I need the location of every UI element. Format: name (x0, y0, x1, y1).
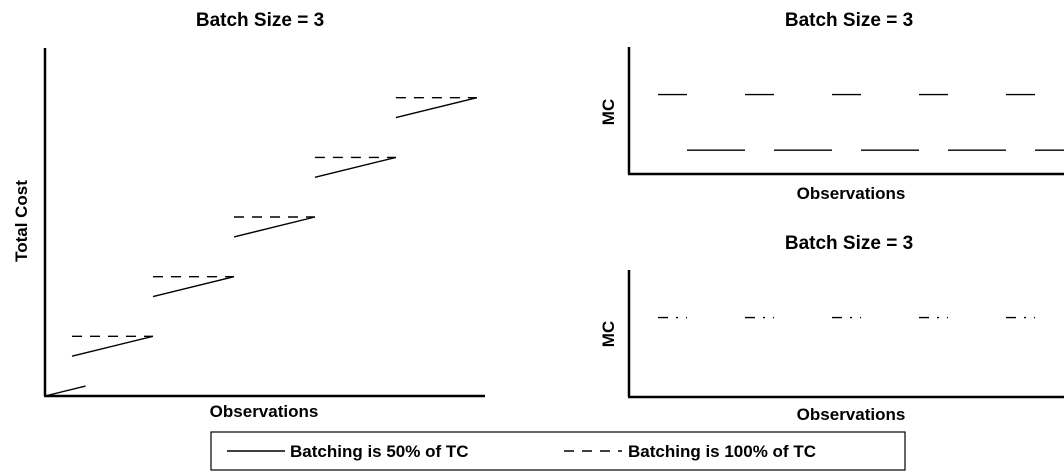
solid-segment-0 (44, 385, 86, 397)
legend-box (210, 431, 906, 471)
x-axis-label: Observations (210, 402, 319, 421)
legend: Batching is 50% of TC Batching is 100% o… (210, 431, 906, 471)
solid-segment-3 (233, 216, 316, 238)
plot-marks (658, 93, 1064, 151)
legend-label-dashed: Batching is 100% of TC (628, 442, 816, 461)
x-axis-label: Observations (797, 184, 906, 203)
solid-segment-4 (314, 156, 397, 178)
y-axis-label: MC (599, 99, 618, 125)
chart-title: Batch Size = 3 (196, 10, 324, 31)
solid-segment-2 (152, 276, 235, 298)
mc-chart-batching-50: Batch Size = 3 MC Observations (599, 10, 1064, 203)
mc-chart-batching-100: Batch Size = 3 MC Observations (599, 233, 1064, 424)
y-axis-label: Total Cost (12, 180, 31, 262)
legend-label-solid: Batching is 50% of TC (290, 442, 469, 461)
solid-segment-1 (71, 335, 154, 357)
total-cost-chart: Batch Size = 3 Total Cost Observations (12, 10, 485, 421)
solid-segment-5 (395, 97, 478, 119)
y-axis-label: MC (599, 321, 618, 347)
plot-marks (44, 96, 478, 397)
x-axis-label: Observations (797, 405, 906, 424)
chart-title: Batch Size = 3 (785, 10, 913, 31)
chart-title: Batch Size = 3 (785, 233, 913, 254)
